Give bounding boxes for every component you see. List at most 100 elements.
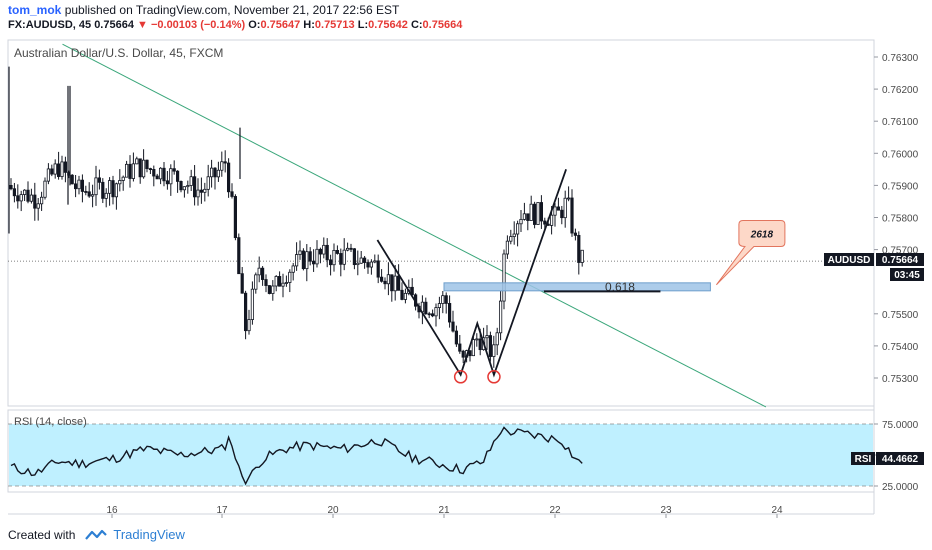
candle-body: [209, 167, 214, 178]
rsi-line: [10, 426, 583, 486]
candle-body: [46, 168, 51, 182]
candle-body: [135, 158, 139, 165]
rsi-band-fill: [9, 424, 873, 486]
candle-body: [451, 321, 455, 332]
candle-body: [373, 260, 377, 263]
trend-line[interactable]: [62, 43, 767, 408]
candle-body: [182, 186, 186, 191]
candle-body: [539, 202, 544, 222]
candle-body: [509, 236, 513, 242]
candle-body: [437, 303, 442, 308]
rsi-band: [8, 423, 874, 487]
candle-body: [516, 223, 520, 235]
price-tick-label: 0.75500: [882, 310, 919, 321]
candle-body: [468, 350, 472, 357]
candle-body: [141, 159, 146, 178]
candle-body: [250, 288, 254, 320]
candle-body: [145, 159, 149, 170]
candle-body: [533, 203, 537, 225]
candle-body: [505, 240, 510, 255]
candle-body: [152, 169, 156, 177]
candle-body: [206, 176, 210, 190]
candle-body: [519, 218, 523, 225]
candle-body: [322, 244, 326, 255]
price-badge: [876, 253, 924, 266]
low-marker-circle[interactable]: [453, 370, 468, 384]
callout-text: 2618: [750, 230, 774, 241]
symbol-badge: [824, 253, 874, 266]
candle-body: [87, 191, 91, 197]
candle-body: [223, 161, 227, 164]
low-label: L:: [357, 19, 369, 31]
candle-body: [131, 163, 135, 179]
candle-body: [243, 292, 248, 332]
candle-body: [230, 191, 234, 197]
fib-level-box[interactable]: [443, 282, 711, 292]
candle-body: [335, 249, 340, 254]
candle-body: [556, 206, 561, 211]
published-text: published on TradingView.com, November 2…: [64, 3, 400, 17]
chart-title: Australian Dollar/U.S. Dollar, 45, FXCM: [14, 46, 223, 60]
candle-body: [192, 176, 197, 198]
candle-body: [9, 184, 13, 190]
candle-body: [536, 202, 540, 225]
candle-body: [260, 267, 265, 280]
candle-body: [495, 332, 499, 346]
candle-body: [498, 300, 503, 334]
candle-body: [22, 189, 27, 195]
candles: [8, 66, 584, 368]
close-label: C:: [410, 19, 423, 31]
candle-body: [396, 275, 401, 291]
tradingview-logo-icon: [85, 529, 108, 540]
time-tick-label: 21: [438, 505, 450, 516]
candle-body: [298, 250, 302, 255]
candle-body: [84, 191, 88, 193]
time-tick-label: 17: [216, 505, 228, 516]
candle-body: [400, 289, 404, 300]
candle-body: [104, 192, 108, 199]
candle-body: [386, 274, 391, 285]
rsi-value-badge: [876, 452, 924, 465]
candle-body: [362, 257, 367, 263]
time-tick-label: 16: [106, 505, 118, 516]
candle-body: [121, 176, 125, 181]
candle-body: [203, 188, 207, 193]
candle-body: [199, 189, 203, 193]
callout-bubble[interactable]: [715, 220, 786, 286]
high-value: 0.75713: [314, 19, 355, 31]
candle-body: [74, 183, 78, 190]
candle-body: [475, 338, 479, 341]
candle-body: [332, 249, 336, 266]
price-pane[interactable]: [7, 39, 875, 407]
candle-body: [294, 254, 299, 267]
candle-body: [390, 274, 394, 292]
candle-body: [77, 179, 81, 190]
candle-body: [169, 168, 173, 185]
candle-body: [43, 180, 47, 198]
candle-body: [512, 233, 516, 238]
candle-body: [36, 203, 40, 209]
candle-body: [577, 234, 581, 263]
author-link[interactable]: tom_mok: [8, 3, 62, 17]
candle-body: [318, 248, 323, 255]
candle-body: [213, 167, 217, 178]
time-tick-label: 24: [771, 505, 783, 516]
candle-body: [128, 163, 132, 179]
price-tick-label: 0.76000: [882, 149, 919, 160]
candle-body: [237, 237, 241, 275]
candle-body: [342, 249, 346, 265]
candle-body: [138, 158, 142, 178]
footer: Created with TradingView: [8, 527, 185, 542]
time-tick-label: 20: [327, 505, 339, 516]
candle-body: [345, 247, 350, 251]
candle-body: [543, 220, 547, 225]
down-triangle-icon: ▼: [137, 19, 148, 31]
tradingview-brand[interactable]: TradingView: [113, 527, 185, 542]
price-tick-label: 0.75800: [882, 214, 919, 225]
low-marker-circle[interactable]: [487, 370, 501, 384]
candle-body: [125, 163, 129, 178]
candle-body: [220, 161, 224, 171]
candle-body: [233, 196, 237, 239]
pattern-line[interactable]: [376, 169, 567, 378]
